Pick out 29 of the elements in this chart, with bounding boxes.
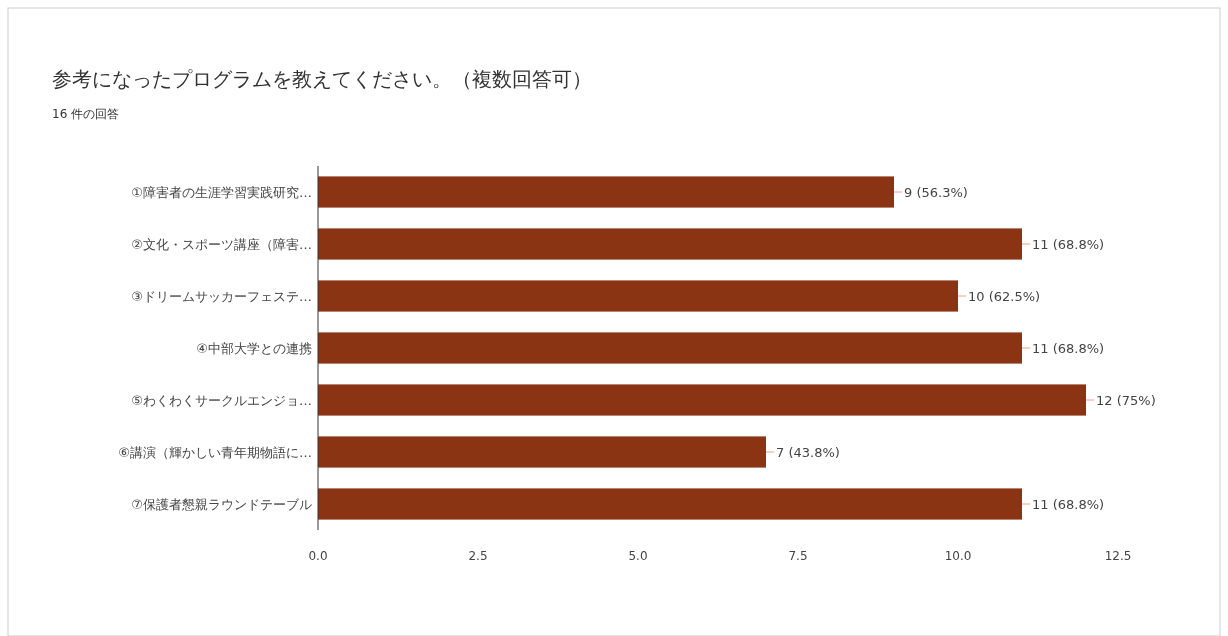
bar: [318, 384, 1086, 416]
bar: [318, 332, 1022, 364]
data-label: 11 (68.8%): [1032, 497, 1105, 512]
x-tick-label: 2.5: [468, 549, 488, 563]
y-tick-label: ④中部大学との連携: [196, 341, 312, 356]
bar: [318, 488, 1022, 520]
x-tick-label: 5.0: [628, 549, 648, 563]
y-tick-label: ⑥講演（輝かしい青年期物語に…: [118, 445, 312, 460]
data-label: 10 (62.5%): [968, 289, 1041, 304]
y-tick-label: ⑦保護者懇親ラウンドテーブル: [131, 497, 312, 512]
x-tick-label: 0.0: [308, 549, 328, 563]
bar: [318, 280, 958, 312]
x-tick-label: 10.0: [944, 549, 972, 563]
bar: [318, 176, 894, 208]
y-tick-label: ②文化・スポーツ講座（障害…: [131, 237, 312, 252]
text: 16 件の回答: [52, 107, 120, 121]
y-tick-label: ⑤わくわくサークルエンジョ…: [131, 393, 312, 408]
data-label: 7 (43.8%): [776, 445, 840, 460]
chart-title: 参考になったプログラムを教えてください。（複数回答可）: [52, 67, 592, 91]
data-label: 11 (68.8%): [1032, 341, 1105, 356]
y-tick-label: ③ドリームサッカーフェステ…: [131, 289, 312, 304]
x-tick-label: 12.5: [1104, 549, 1132, 563]
bar: [318, 228, 1022, 260]
y-tick-label: ①障害者の生涯学習実践研究…: [131, 185, 312, 200]
bar: [318, 436, 766, 468]
x-tick-label: 7.5: [788, 549, 808, 563]
data-label: 9 (56.3%): [904, 185, 968, 200]
data-label: 11 (68.8%): [1032, 237, 1105, 252]
data-label: 12 (75%): [1096, 393, 1156, 408]
